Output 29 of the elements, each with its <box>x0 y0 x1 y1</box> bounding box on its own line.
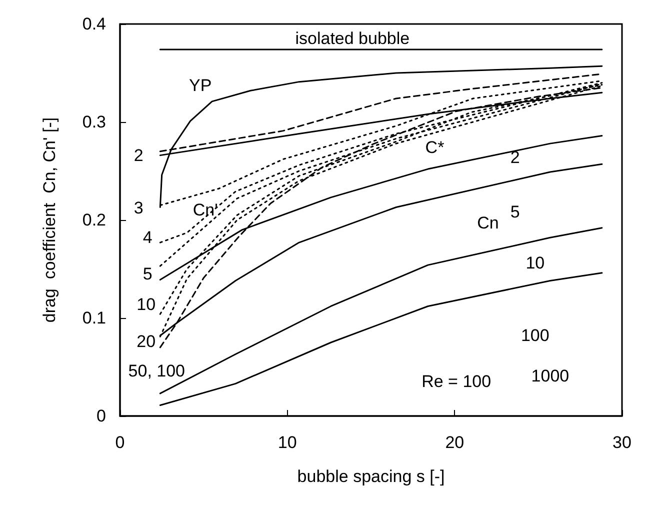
y-tick-label: 0.1 <box>82 308 106 328</box>
annotation: 20 <box>136 332 156 352</box>
annotation: Re = 100 <box>422 372 492 392</box>
annotation: 10 <box>136 294 156 314</box>
annotation: YP <box>188 76 212 96</box>
annotation: 5 <box>510 202 520 222</box>
annotation: 2 <box>134 146 144 165</box>
y-axis-title: drag coefficient Cn, Cn' [-] <box>40 117 59 323</box>
annotation: Cn' <box>192 200 218 220</box>
x-tick-label: 30 <box>612 433 632 452</box>
annotation: 5 <box>142 264 152 284</box>
annotation: C* <box>425 138 445 157</box>
annotation: 3 <box>134 198 144 218</box>
annotation: Cn <box>477 213 499 232</box>
y-tick-label: 0.4 <box>82 14 106 34</box>
annotation: 100 <box>520 326 550 346</box>
y-tick-label: 0.3 <box>82 112 106 132</box>
annotation: 4 <box>142 228 152 248</box>
y-tick-label: 0 <box>96 406 106 426</box>
annotation: 50, 100 <box>128 361 186 380</box>
x-axis-title: bubble spacing s [-] <box>297 467 445 486</box>
x-tick-label: 10 <box>278 433 297 452</box>
y-tick-label: 0.2 <box>82 210 106 230</box>
annotation: 10 <box>526 254 545 273</box>
x-tick-label: 0 <box>115 433 125 452</box>
annotation: 1000 <box>531 366 570 386</box>
annotation: isolated bubble <box>295 29 410 48</box>
x-tick-label: 20 <box>445 433 464 452</box>
annotation: 2 <box>510 148 520 167</box>
